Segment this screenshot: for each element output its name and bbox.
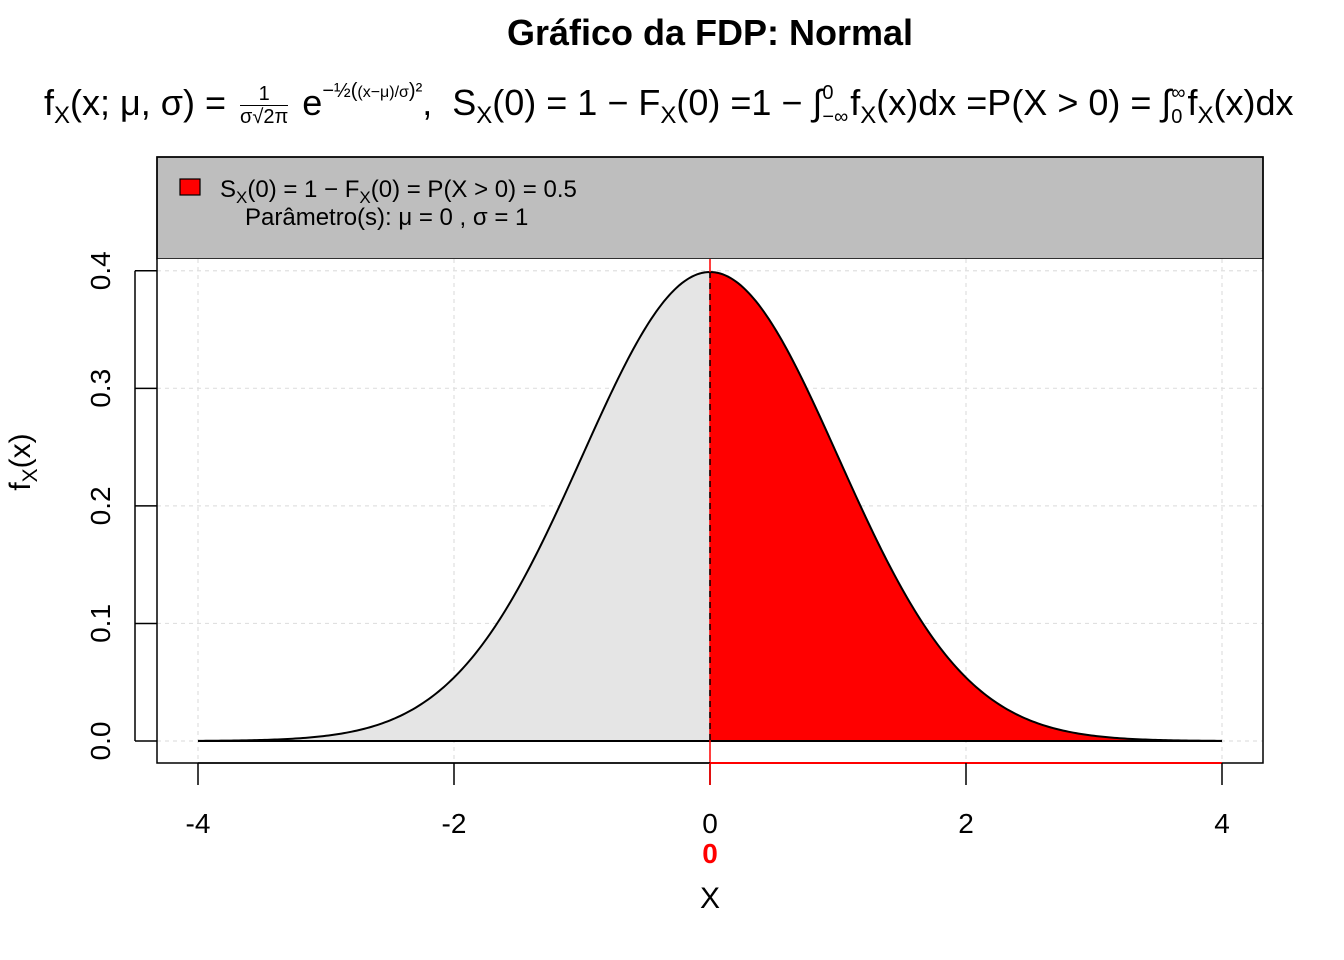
formula-subtitle: fX(x; μ, σ) = 1 σ√2π e−½((x−μ)/σ)², SX(0… (44, 80, 1294, 130)
chart-title: Gráfico da FDP: Normal (506, 12, 914, 53)
x-tick-label-3: 2 (958, 808, 974, 839)
y-axis: 0.0 0.1 0.2 0.3 0.4 (85, 251, 157, 760)
density-areas (198, 272, 1222, 741)
x-tick-label-4: 4 (1214, 808, 1230, 839)
formula-fraction: 1 σ√2π (240, 82, 289, 128)
legend-line-1: SX(0) = 1 − FX(0) = P(X > 0) = 0.5 (220, 176, 577, 207)
formula-exp-base: e (302, 82, 323, 123)
y-tick-label-1: 0.1 (85, 604, 116, 643)
y-tick-label-4: 0.4 (85, 251, 116, 290)
x-axis: -4 -2 0 2 4 0 (186, 762, 1230, 869)
svg-text:fX(x): fX(x) (4, 433, 42, 490)
y-axis-label: fX(x) (4, 433, 42, 490)
x-tick-label-0: -4 (186, 808, 211, 839)
y-tick-label-3: 0.3 (85, 369, 116, 408)
legend-swatch (179, 178, 201, 196)
y-tick-label-0: 0.0 (85, 722, 116, 761)
x-tick-label-1: -2 (442, 808, 467, 839)
y-tick-label-2: 0.2 (85, 486, 116, 525)
chart-marks (197, 259, 1223, 785)
highlight-value-label: 0 (702, 838, 718, 869)
formula-exponent: −½((x−μ)/σ)² (322, 80, 423, 102)
x-tick-label-2: 0 (702, 808, 718, 839)
area-left (198, 272, 710, 741)
x-axis-label: X (700, 882, 720, 915)
legend-line-2: Parâmetro(s): μ = 0 , σ = 1 (245, 204, 528, 231)
area-highlight (710, 272, 1222, 741)
